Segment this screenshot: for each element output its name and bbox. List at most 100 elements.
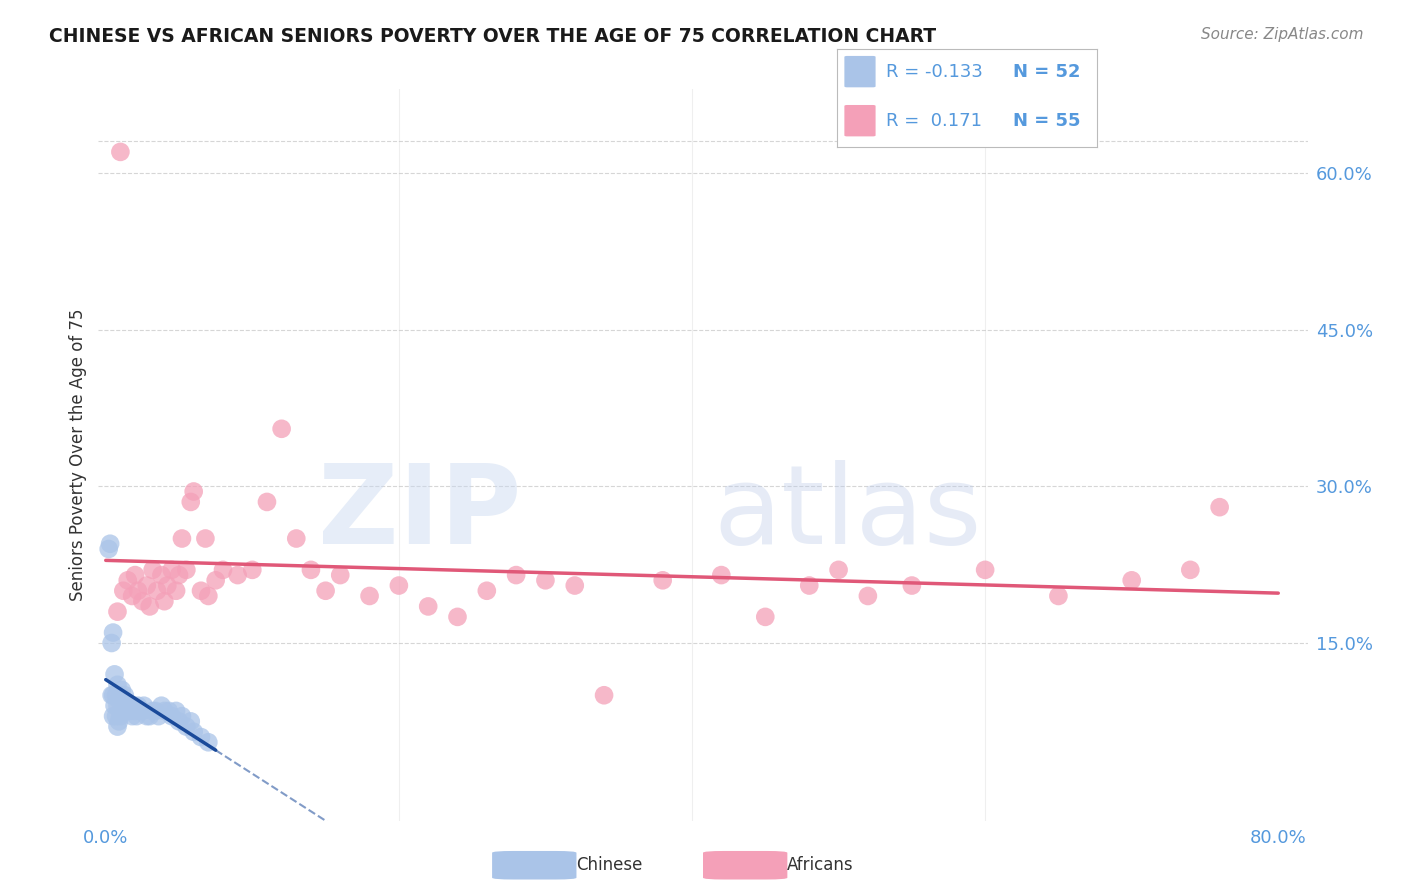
Point <box>156 578 179 592</box>
Point <box>121 589 143 603</box>
Point <box>111 704 134 718</box>
Point <box>256 495 278 509</box>
Point <box>97 541 120 556</box>
Point <box>564 578 586 592</box>
Point <box>107 720 129 734</box>
Point <box>710 568 733 582</box>
Point <box>107 698 129 713</box>
Point <box>315 583 337 598</box>
Point <box>135 709 157 723</box>
Point <box>1121 574 1143 588</box>
Point <box>105 709 128 723</box>
Point <box>240 563 263 577</box>
Point <box>534 574 557 588</box>
Point <box>170 709 193 723</box>
Point <box>108 693 131 707</box>
Point <box>124 704 146 718</box>
Point <box>112 698 135 713</box>
Point <box>117 704 139 718</box>
Point <box>112 583 135 598</box>
Text: R =  0.171: R = 0.171 <box>886 112 981 129</box>
Point <box>146 583 169 598</box>
Point <box>183 484 205 499</box>
Point <box>142 563 165 577</box>
Point <box>124 568 146 582</box>
Point <box>197 735 219 749</box>
Point <box>475 583 498 598</box>
Point <box>103 698 125 713</box>
Point <box>157 704 180 718</box>
Point <box>127 583 149 598</box>
Point <box>131 594 153 608</box>
Point <box>505 568 527 582</box>
Point <box>117 574 139 588</box>
Point <box>799 578 821 592</box>
Point <box>142 704 165 718</box>
Point <box>901 578 924 592</box>
Point <box>446 610 468 624</box>
Point <box>98 537 121 551</box>
Point <box>127 698 149 713</box>
Point <box>108 714 131 729</box>
Point <box>132 698 155 713</box>
Text: Source: ZipAtlas.com: Source: ZipAtlas.com <box>1201 27 1364 42</box>
Point <box>388 578 411 592</box>
Point <box>101 688 124 702</box>
Text: R = -0.133: R = -0.133 <box>886 62 983 80</box>
Point <box>180 495 202 509</box>
Point <box>153 594 176 608</box>
Point <box>270 422 292 436</box>
Point <box>138 709 160 723</box>
Point <box>115 698 138 713</box>
Point <box>651 574 673 588</box>
Point <box>145 704 167 718</box>
FancyBboxPatch shape <box>845 56 876 87</box>
Point <box>129 704 152 718</box>
Point <box>160 709 183 723</box>
Text: Chinese: Chinese <box>576 856 643 874</box>
Point <box>180 714 202 729</box>
Point <box>190 583 212 598</box>
Point <box>131 704 153 718</box>
Point <box>111 683 134 698</box>
Point <box>183 724 205 739</box>
Point <box>285 532 308 546</box>
Text: CHINESE VS AFRICAN SENIORS POVERTY OVER THE AGE OF 75 CORRELATION CHART: CHINESE VS AFRICAN SENIORS POVERTY OVER … <box>49 27 936 45</box>
Point <box>194 532 217 546</box>
Point <box>101 709 124 723</box>
Point <box>110 709 132 723</box>
Point <box>110 688 132 702</box>
Text: ZIP: ZIP <box>318 460 522 567</box>
Point <box>856 589 879 603</box>
Point <box>1047 589 1070 603</box>
Point <box>204 574 226 588</box>
Point <box>170 532 193 546</box>
Point <box>125 709 148 723</box>
FancyBboxPatch shape <box>845 105 876 136</box>
Point <box>107 605 129 619</box>
Y-axis label: Seniors Poverty Over the Age of 75: Seniors Poverty Over the Age of 75 <box>69 309 87 601</box>
Text: N = 55: N = 55 <box>1014 112 1081 129</box>
Point <box>120 704 142 718</box>
Point <box>105 688 128 702</box>
Point <box>974 563 997 577</box>
Point <box>107 678 129 692</box>
Point <box>754 610 776 624</box>
Point <box>167 568 190 582</box>
Point <box>121 709 143 723</box>
Point <box>114 688 136 702</box>
Point <box>150 568 173 582</box>
Point <box>153 704 176 718</box>
Point <box>148 709 170 723</box>
Text: Africans: Africans <box>787 856 853 874</box>
Point <box>176 563 198 577</box>
Point <box>176 720 198 734</box>
Point <box>167 714 190 729</box>
Point <box>110 145 132 159</box>
FancyBboxPatch shape <box>703 851 787 880</box>
Text: N = 52: N = 52 <box>1014 62 1081 80</box>
Point <box>100 636 122 650</box>
Point <box>165 583 187 598</box>
Point <box>1180 563 1202 577</box>
Point <box>150 698 173 713</box>
